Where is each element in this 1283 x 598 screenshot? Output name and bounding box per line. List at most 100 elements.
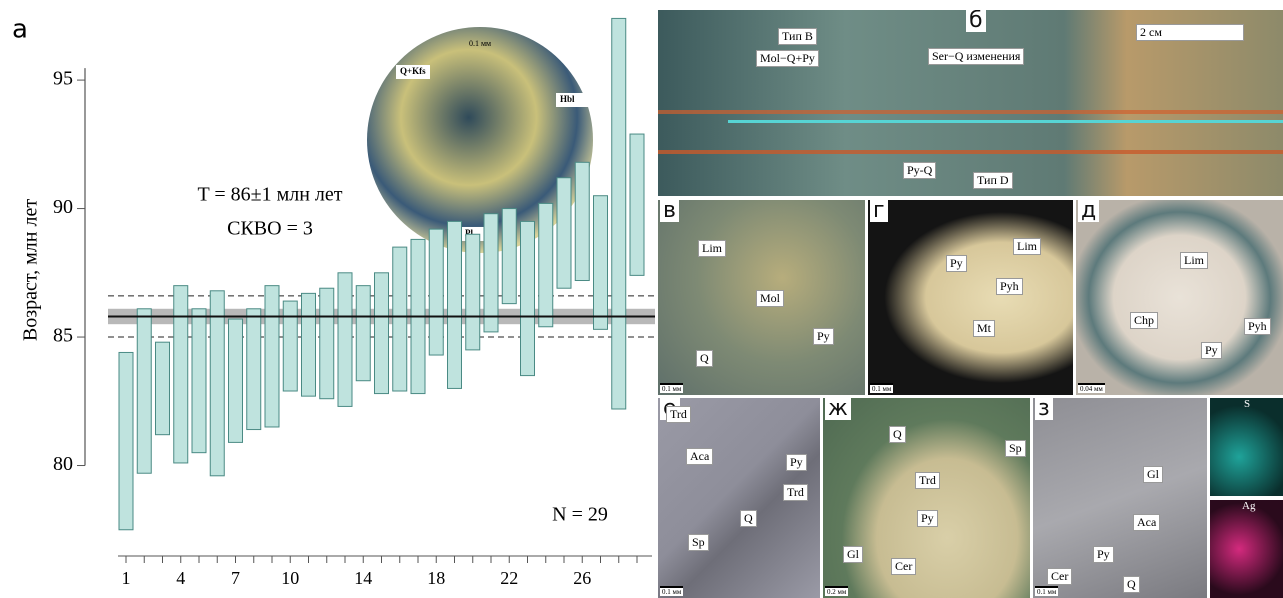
label: Aca [686, 448, 713, 465]
label: Py [786, 454, 807, 471]
inset-label: Hbl [560, 94, 575, 104]
panel-letter: а [12, 15, 28, 45]
range-bar [192, 309, 206, 453]
figure: а Возраст, млн лет T = 86±1 млн лет СКВО… [0, 0, 1283, 598]
range-bar [375, 273, 389, 394]
n-annotation: N = 29 [552, 504, 608, 526]
map-ag: Ag [1210, 500, 1283, 598]
photo-g: г Py Lim Pyh Mt 0.1 мм [868, 200, 1073, 395]
mswd-annotation: СКВО = 3 [227, 218, 313, 240]
range-bar [484, 214, 498, 332]
label: Q [889, 426, 906, 443]
range-bar [612, 18, 626, 409]
range-bar [174, 286, 188, 463]
age-annotation: T = 86±1 млн лет [197, 184, 342, 206]
x-tick-label: 7 [231, 568, 240, 588]
range-bar [557, 178, 571, 288]
label: Sp [1005, 440, 1026, 457]
map-label: S [1244, 398, 1250, 410]
range-bar [356, 286, 370, 381]
photo-v: в Lim Mol Py Q 0.1 мм [658, 200, 865, 395]
age-chart: а Возраст, млн лет T = 86±1 млн лет СКВО… [0, 0, 655, 598]
panel-letter: д [1078, 200, 1099, 222]
photo-d: д Lim Chp Pyh Py 0.04 мм [1076, 200, 1283, 395]
range-bar [210, 291, 224, 476]
label: Mol [756, 290, 784, 307]
scale: 0.2 мм [825, 586, 848, 596]
range-bar [283, 301, 297, 391]
label: Py-Q [903, 162, 936, 179]
range-bar [265, 286, 279, 427]
label: Trd [666, 406, 691, 423]
y-tick-label: 85 [53, 325, 73, 347]
scale: 2 см [1136, 24, 1244, 41]
x-tick-label: 14 [354, 568, 372, 588]
label: Mol−Q+Py [756, 50, 819, 67]
label: Gl [843, 546, 863, 563]
range-bar [539, 203, 553, 326]
label: Sp [688, 534, 709, 551]
range-bar [502, 209, 516, 304]
panel-letter: з [1035, 398, 1053, 420]
range-bar [137, 309, 151, 473]
label: Cer [891, 558, 916, 575]
range-bar [429, 229, 443, 355]
y-tick-label: 80 [53, 453, 73, 475]
label: Q [1123, 576, 1140, 593]
range-bar [630, 134, 644, 275]
range-bar [302, 293, 316, 396]
label: Aca [1133, 514, 1160, 531]
range-bar [119, 352, 133, 529]
x-tick-label: 4 [176, 568, 185, 588]
range-bar [575, 162, 589, 280]
x-tick-label: 22 [500, 568, 518, 588]
range-bar [247, 309, 261, 430]
panel-letter: б [966, 10, 986, 32]
inset-scale: 0.1 мм [469, 39, 491, 48]
y-tick-label: 90 [53, 196, 73, 218]
scale: 0.1 мм [1035, 586, 1058, 596]
label: Pyh [1244, 318, 1271, 335]
range-bar [521, 221, 535, 375]
range-bar [448, 221, 462, 388]
label: Q [740, 510, 757, 527]
photo-zh: ж Q Sp Trd Py Gl Cer 0.2 мм [823, 398, 1030, 598]
photo-z: з Gl Aca Py Cer Q 0.1 мм [1033, 398, 1207, 598]
scale: 0.1 мм [870, 383, 893, 393]
range-bar [156, 342, 170, 435]
x-tick-label: 18 [427, 568, 445, 588]
label: Тип D [973, 172, 1013, 189]
range-bar [338, 273, 352, 407]
scale: 0.1 мм [660, 383, 683, 393]
x-tick-label: 26 [573, 568, 591, 588]
label: Py [946, 255, 967, 272]
y-axis-label: Возраст, млн лет [20, 199, 42, 341]
label: Trd [915, 472, 940, 489]
label: Py [1093, 546, 1114, 563]
x-tick-label: 1 [122, 568, 131, 588]
range-bar [594, 196, 608, 330]
label: Py [917, 510, 938, 527]
label: Pyh [996, 278, 1023, 295]
label: Тип B [778, 28, 817, 45]
map-s: S [1210, 398, 1283, 496]
photo-b: б Тип B Mol−Q+Py Ser−Q изменения 2 см Py… [658, 10, 1283, 196]
x-tick-label: 10 [281, 568, 299, 588]
label: Lim [698, 240, 726, 257]
range-bar [229, 319, 243, 442]
photo-e: е Trd Aca Py Trd Q Sp 0.1 мм [658, 398, 820, 598]
label: Lim [1013, 238, 1041, 255]
range-bar [466, 234, 480, 350]
scale: 0.1 мм [660, 586, 683, 596]
map-label: Ag [1242, 500, 1255, 512]
label: Lim [1180, 252, 1208, 269]
inset-label: Q+Kfs [400, 66, 426, 76]
label: Cer [1047, 568, 1072, 585]
range-bar [320, 288, 334, 398]
scale: 0.04 мм [1078, 383, 1105, 393]
y-tick-label: 95 [53, 68, 73, 90]
label: Trd [783, 484, 808, 501]
panel-letter: в [660, 200, 679, 222]
label: Chp [1130, 312, 1158, 329]
panel-letter: г [870, 200, 888, 222]
